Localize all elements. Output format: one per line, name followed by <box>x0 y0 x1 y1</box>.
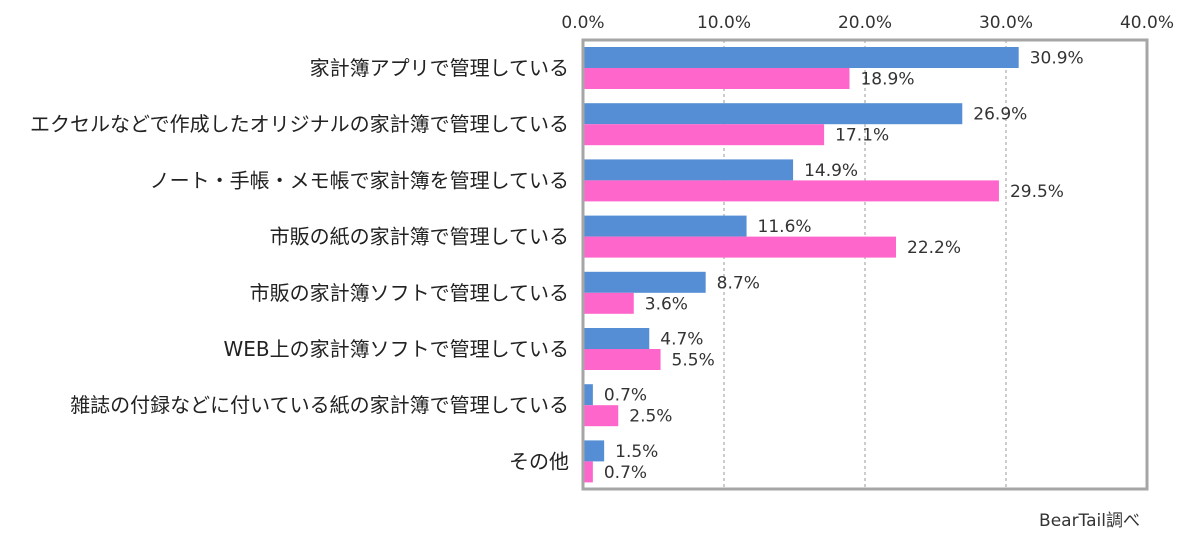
data-label: 8.7% <box>717 273 760 293</box>
bar <box>583 180 999 202</box>
bar <box>583 461 593 483</box>
bar <box>583 271 706 293</box>
data-label: 30.9% <box>1030 49 1084 69</box>
value-labels: 30.9% 18.9% 26.9% 17.1% 14.9% 29.5% 11.6% 22.2%… <box>604 49 1084 483</box>
data-label: 5.5% <box>672 351 715 371</box>
bar <box>583 215 747 237</box>
category-label: 市販の家計簿ソフトで管理している <box>250 281 569 305</box>
bar <box>583 405 619 427</box>
bar <box>583 47 1019 68</box>
data-label: 3.6% <box>645 294 688 314</box>
data-label: 14.9% <box>804 161 858 181</box>
bar <box>583 328 650 349</box>
bar <box>583 440 605 462</box>
data-label: 0.7% <box>604 463 647 483</box>
data-label: 29.5% <box>1010 182 1064 202</box>
bar <box>583 68 850 89</box>
bars <box>583 47 1019 483</box>
category-label: エクセルなどで作成したオリジナルの家計簿で管理している <box>30 112 569 136</box>
category-label: 雑誌の付録などに付いている紙の家計簿で管理している <box>70 393 569 417</box>
data-label: 18.9% <box>860 70 914 90</box>
bar <box>583 236 897 258</box>
category-label: WEB上の家計簿ソフトで管理している <box>223 337 569 361</box>
bar <box>583 384 593 406</box>
data-label: 11.6% <box>758 217 812 237</box>
category-label: 家計簿アプリで管理している <box>310 56 569 80</box>
x-tick-label: 0.0% <box>561 13 604 33</box>
source-note: BearTail調べ <box>1039 511 1140 531</box>
category-label: 市販の紙の家計簿で管理している <box>270 225 569 249</box>
x-tick-label: 40.0% <box>1120 13 1174 33</box>
data-label: 26.9% <box>973 105 1027 125</box>
category-label: その他 <box>509 449 569 473</box>
data-label: 0.7% <box>604 386 647 406</box>
x-tick-label: 20.0% <box>838 13 892 33</box>
data-label: 1.5% <box>615 442 658 462</box>
plot-frame <box>581 38 1149 491</box>
category-labels: 家計簿アプリで管理しているエクセルなどで作成したオリジナルの家計簿で管理している… <box>30 56 569 473</box>
bar <box>583 349 661 370</box>
bar <box>583 103 963 125</box>
bar <box>583 124 825 146</box>
plot-border <box>581 38 1149 491</box>
data-label: 2.5% <box>629 407 672 427</box>
x-tick-label: 10.0% <box>697 13 751 33</box>
bar <box>583 159 794 181</box>
x-tick-label: 30.0% <box>979 13 1033 33</box>
data-label: 17.1% <box>835 126 889 146</box>
x-axis-tick-labels: 0.0% 10.0% 20.0% 30.0% 40.0% <box>561 13 1174 33</box>
data-label: 4.7% <box>660 330 703 350</box>
data-label: 22.2% <box>907 238 961 258</box>
bar <box>583 292 634 314</box>
category-label: ノート・手帳・メモ帳で家計簿を管理している <box>150 168 569 192</box>
